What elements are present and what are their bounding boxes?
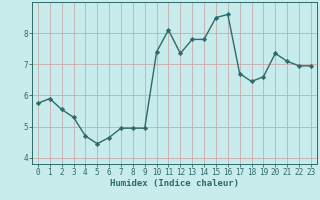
- X-axis label: Humidex (Indice chaleur): Humidex (Indice chaleur): [110, 179, 239, 188]
